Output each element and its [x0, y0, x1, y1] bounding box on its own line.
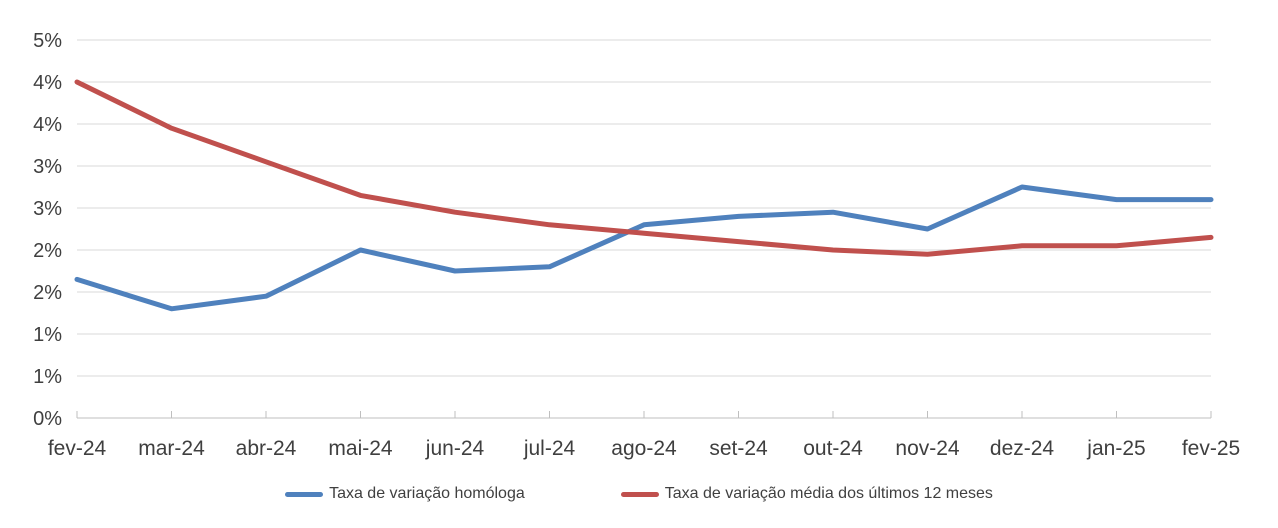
- legend-item-media-12-meses: Taxa de variação média dos últimos 12 me…: [620, 485, 993, 503]
- y-tick-label: 3%: [33, 198, 62, 220]
- legend-swatch-homologa: [285, 491, 324, 497]
- legend-label-media-12-meses: Taxa de variação média dos últimos 12 me…: [664, 485, 993, 502]
- y-tick-label: 4%: [33, 114, 62, 136]
- x-tick-label: out-24: [803, 437, 863, 460]
- series-line-homologa: [74, 184, 1214, 312]
- y-tick-label: 2%: [33, 240, 62, 262]
- x-tick-label: ago-24: [611, 437, 677, 460]
- y-tick-label: 2%: [33, 282, 62, 304]
- legend-label-homologa: Taxa de variação homóloga: [329, 485, 525, 502]
- x-tick-label: jul-24: [523, 437, 576, 460]
- y-tick-label: 4%: [33, 72, 62, 94]
- x-tick-label: jun-24: [425, 437, 485, 460]
- y-tick-label: 3%: [33, 156, 62, 178]
- y-tick-label: 1%: [33, 366, 62, 388]
- chart-legend: Taxa de variação homóloga Taxa de variaçã…: [0, 482, 1278, 506]
- x-tick-label: fev-24: [48, 437, 107, 460]
- x-tick-label: dez-24: [990, 437, 1055, 460]
- y-tick-label: 5%: [33, 30, 62, 52]
- x-tick-label: fev-25: [1182, 437, 1240, 460]
- legend-item-homologa: Taxa de variação homóloga: [285, 485, 525, 503]
- x-tick-label: nov-24: [895, 437, 960, 460]
- x-tick-label: abr-24: [236, 437, 297, 460]
- legend-swatch-media-12-meses: [620, 491, 659, 497]
- y-tick-label: 0%: [33, 408, 62, 430]
- x-tick-label: jan-25: [1086, 437, 1145, 460]
- chart-canvas: 5% 4% 4% 3% 3% 2% 2% 1% 1% 0% fev-24 mar-24 abr-24 ma…: [33, 30, 1240, 460]
- y-tick-label: 1%: [33, 324, 62, 346]
- series-line-media-12-meses: [74, 79, 1214, 257]
- x-tick-label: mai-24: [328, 437, 393, 460]
- x-tick-label: set-24: [709, 437, 768, 460]
- x-tick-label: mar-24: [138, 437, 205, 460]
